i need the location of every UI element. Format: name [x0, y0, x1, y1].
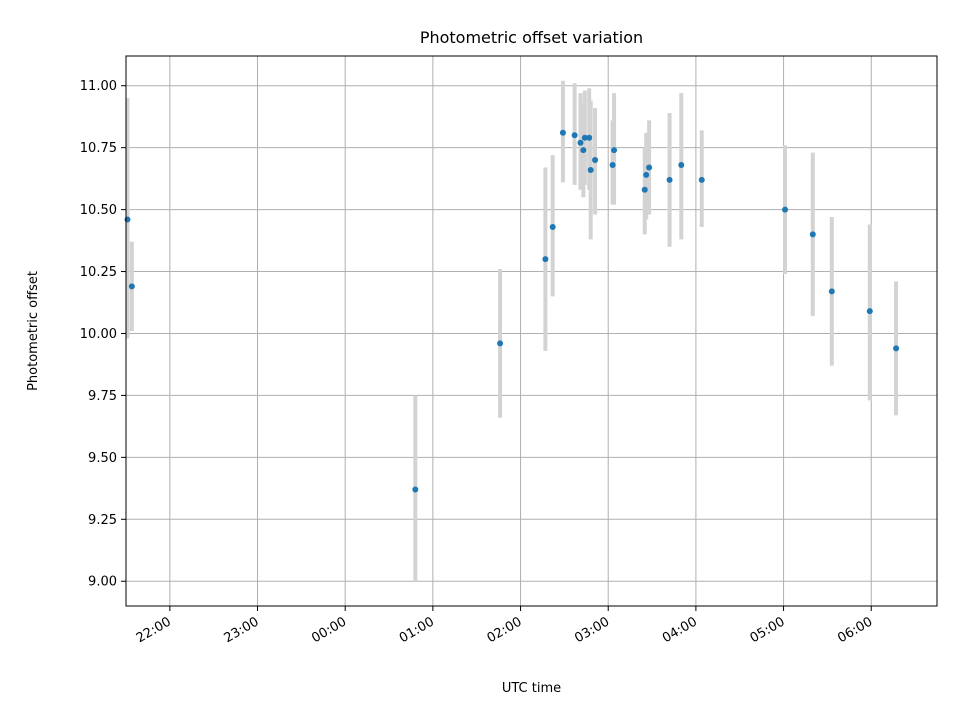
data-point — [586, 134, 593, 141]
data-point — [587, 166, 594, 173]
data-point — [542, 256, 549, 263]
data-point — [678, 162, 685, 169]
data-point — [559, 129, 566, 136]
y-tick-label: 9.50 — [88, 451, 117, 466]
y-tick-label: 10.75 — [80, 141, 117, 156]
plot-frame — [125, 55, 938, 607]
data-point — [497, 340, 504, 347]
data-point — [124, 216, 131, 223]
data-point — [592, 157, 599, 164]
data-point — [643, 171, 650, 178]
data-point — [611, 147, 618, 154]
data-point — [609, 162, 616, 169]
data-point — [893, 345, 900, 352]
data-point — [782, 206, 789, 213]
y-axis-ticks: 9.00 9.25 9.50 9.75 10.00 10.25 10.50 10.75 11.0… — [80, 79, 126, 590]
data-point — [828, 288, 835, 295]
data-point — [412, 486, 419, 493]
data-point — [866, 308, 873, 315]
data-point — [581, 134, 588, 141]
y-tick-label: 10.50 — [80, 203, 117, 218]
data-point — [666, 176, 673, 183]
y-tick-label: 9.00 — [88, 575, 117, 590]
data-point — [809, 231, 816, 238]
data-point — [580, 147, 587, 154]
data-point — [549, 223, 556, 230]
grid — [126, 56, 937, 606]
data-point — [698, 176, 705, 183]
x-axis-label: UTC time — [502, 681, 561, 696]
y-axis-label: Photometric offset — [26, 271, 41, 391]
data-point — [641, 186, 648, 193]
data-point — [571, 132, 578, 139]
chart-title: Photometric offset variation — [420, 28, 643, 47]
data-point — [646, 164, 653, 171]
data-point — [577, 139, 584, 146]
y-tick-label: 11.00 — [80, 79, 117, 94]
y-tick-label: 10.25 — [80, 265, 117, 280]
data-points — [124, 129, 900, 493]
data-point — [128, 283, 135, 290]
y-tick-label: 9.25 — [88, 513, 117, 528]
y-tick-label: 9.75 — [88, 389, 117, 404]
y-tick-label: 10.00 — [80, 327, 117, 342]
